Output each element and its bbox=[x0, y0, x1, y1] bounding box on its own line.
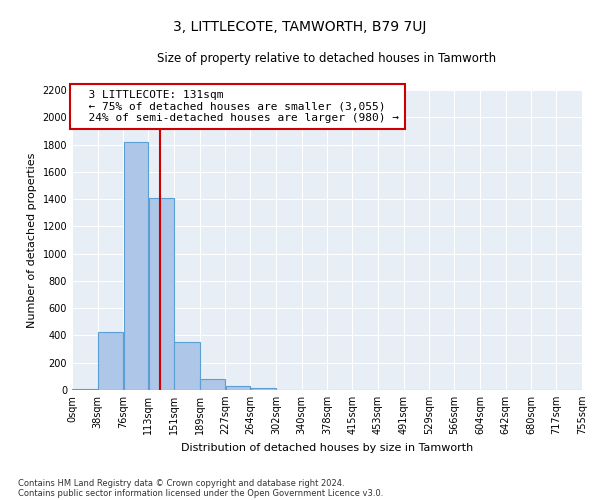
Bar bbox=[226, 386, 250, 390]
Bar bbox=[72, 388, 97, 390]
Text: 3 LITTLECOTE: 131sqm
  ← 75% of detached houses are smaller (3,055)
  24% of sem: 3 LITTLECOTE: 131sqm ← 75% of detached h… bbox=[76, 90, 400, 123]
Bar bbox=[200, 379, 225, 390]
Text: Contains public sector information licensed under the Open Government Licence v3: Contains public sector information licen… bbox=[18, 488, 383, 498]
Bar bbox=[124, 142, 148, 390]
Text: Contains HM Land Registry data © Crown copyright and database right 2024.: Contains HM Land Registry data © Crown c… bbox=[18, 478, 344, 488]
Bar bbox=[98, 332, 123, 390]
X-axis label: Distribution of detached houses by size in Tamworth: Distribution of detached houses by size … bbox=[181, 442, 473, 452]
Bar bbox=[149, 198, 174, 390]
Bar bbox=[174, 342, 199, 390]
Bar bbox=[251, 388, 276, 390]
Y-axis label: Number of detached properties: Number of detached properties bbox=[27, 152, 37, 328]
Title: Size of property relative to detached houses in Tamworth: Size of property relative to detached ho… bbox=[157, 52, 497, 65]
Text: 3, LITTLECOTE, TAMWORTH, B79 7UJ: 3, LITTLECOTE, TAMWORTH, B79 7UJ bbox=[173, 20, 427, 34]
